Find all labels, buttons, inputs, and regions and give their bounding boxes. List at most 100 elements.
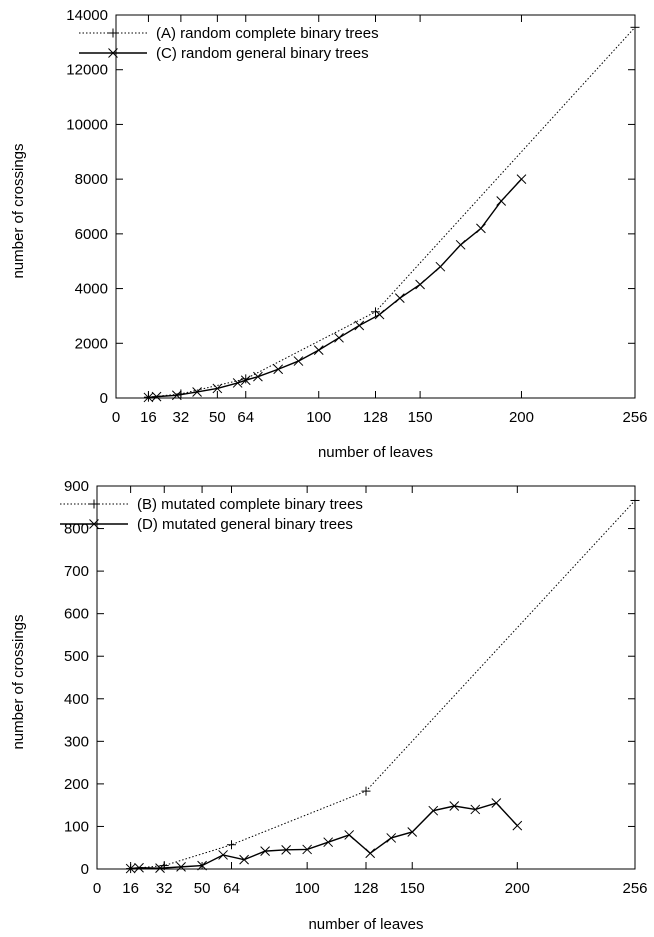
legend-entry: (B) mutated complete binary trees: [137, 496, 363, 513]
legend-marker: [89, 499, 99, 509]
legend: (B) mutated complete binary trees (D) mut…: [60, 496, 363, 533]
data-point-marker: [354, 320, 365, 331]
series-line: [130, 500, 636, 870]
data-point-marker: [171, 390, 182, 401]
data-point-marker: [334, 332, 344, 343]
data-point-marker: [386, 833, 397, 843]
y-tick-label: 700: [64, 563, 89, 580]
y-tick-label: 4000: [75, 281, 108, 298]
data-point-marker: [218, 850, 228, 860]
data-point-marker: [143, 392, 154, 403]
x-tick-label: 64: [223, 880, 240, 897]
x-tick-label: 64: [237, 409, 254, 426]
plot-frame: [115, 14, 636, 399]
y-tick-label: 8000: [75, 171, 108, 188]
y-tick-label: 200: [64, 776, 89, 793]
data-point-marker: [415, 279, 425, 290]
data-point-marker: [240, 375, 251, 386]
x-tick-label: 16: [140, 409, 157, 426]
y-tick-label: 100: [64, 818, 89, 835]
legend-entry: (A) random complete binary trees: [156, 25, 379, 42]
data-point-marker: [491, 798, 502, 808]
data-point-marker: [512, 820, 523, 831]
y-tick-label: 500: [64, 648, 89, 665]
data-point-marker: [281, 844, 291, 855]
x-tick-label: 0: [112, 409, 120, 426]
data-point-marker: [293, 356, 304, 366]
x-tick-label: 200: [505, 880, 530, 897]
x-tick-label: 200: [509, 409, 534, 426]
data-point-marker: [227, 840, 236, 850]
data-point-marker: [197, 860, 207, 871]
plot-frame: [96, 485, 636, 870]
x-tick-label: 150: [400, 880, 425, 897]
series-2: [143, 174, 527, 403]
data-point-marker: [394, 293, 405, 303]
x-tick-label: 256: [622, 880, 647, 897]
data-point-marker: [253, 371, 263, 382]
data-point-marker: [192, 387, 202, 397]
legend-marker: [108, 28, 118, 38]
data-point-marker: [302, 844, 313, 855]
data-point-marker: [212, 383, 223, 394]
data-point-marker: [435, 261, 446, 272]
x-axis-label: number of leaves: [318, 444, 433, 461]
data-point-marker: [159, 861, 169, 871]
x-tick-label: 150: [408, 409, 433, 426]
y-tick-label: 12000: [66, 62, 108, 79]
data-point-marker: [374, 309, 385, 320]
data-point-marker: [428, 805, 439, 816]
x-tick-label: 100: [306, 409, 331, 426]
y-tick-label: 300: [64, 733, 89, 750]
legend-entry: (D) mutated general binary trees: [137, 516, 353, 533]
x-tick-label: 0: [93, 880, 101, 897]
data-point-marker: [260, 846, 270, 856]
data-point-marker: [516, 174, 527, 184]
x-tick-label: 32: [156, 880, 173, 897]
x-tick-label: 32: [173, 409, 190, 426]
series-line: [148, 178, 522, 399]
data-point-marker: [176, 862, 186, 872]
data-point-marker: [371, 307, 380, 317]
data-point-marker: [365, 848, 376, 859]
y-tick-label: 900: [64, 478, 89, 495]
data-point-marker: [496, 196, 507, 206]
data-point-marker: [470, 804, 481, 815]
legend: (A) random complete binary trees (C) rand…: [79, 25, 379, 62]
x-tick-label: 50: [194, 880, 211, 897]
data-point-marker: [125, 863, 136, 874]
legend-marker: [89, 519, 99, 529]
data-point-marker: [151, 391, 162, 402]
data-point-marker: [232, 378, 243, 388]
y-tick-label: 6000: [75, 226, 108, 243]
y-tick-label: 0: [100, 390, 108, 407]
series-line: [130, 802, 518, 870]
y-tick-label: 10000: [66, 116, 108, 133]
x-tick-label: 128: [363, 409, 388, 426]
y-tick-label: 2000: [75, 335, 108, 352]
y-tick-label: 0: [81, 861, 89, 878]
legend-entry: (C) random general binary trees: [156, 45, 369, 62]
x-axis-label: number of leaves: [308, 916, 423, 933]
legend-marker: [108, 48, 118, 58]
data-point-marker: [449, 801, 460, 811]
data-point-marker: [273, 364, 284, 375]
data-point-marker: [630, 22, 640, 32]
series-line: [148, 26, 636, 398]
data-point-marker: [134, 862, 144, 873]
y-tick-label: 14000: [66, 7, 108, 24]
chart-panel-2: 0 100 200 300 400 500 600 700 800 900 0 16 32 50 64 100…: [10, 478, 648, 933]
data-point-marker: [476, 223, 486, 234]
y-tick-label: 400: [64, 691, 89, 708]
data-point-marker: [239, 854, 249, 865]
data-point-marker: [313, 345, 324, 355]
y-tick-label: 600: [64, 606, 89, 623]
data-point-marker: [407, 827, 418, 837]
series-1: [126, 495, 640, 874]
x-tick-label: 50: [209, 409, 226, 426]
data-point-marker: [344, 830, 355, 840]
data-point-marker: [630, 495, 640, 505]
y-axis-label: number of crossings: [10, 614, 27, 749]
x-tick-label: 128: [353, 880, 378, 897]
